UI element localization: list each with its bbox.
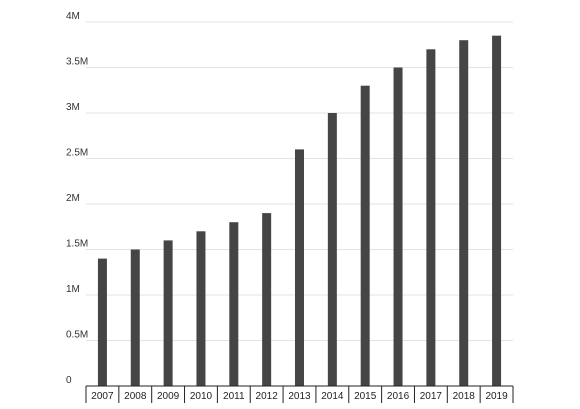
y-tick-label: 1M [66, 284, 80, 295]
x-tick-label: 2007 [91, 391, 114, 402]
bars [97, 35, 502, 387]
bar-2011 [229, 222, 239, 386]
bar-2018 [459, 40, 469, 386]
x-axis-labels: 2007 2008 2009 2010 2011 2012 2013 2014 2015 2016… [91, 391, 508, 402]
x-tick-label: 2013 [288, 391, 311, 402]
x-tick-label: 2012 [256, 391, 279, 402]
bar-2007 [97, 258, 107, 386]
bar-2008 [130, 249, 140, 386]
x-tick-label: 2011 [223, 391, 245, 402]
x-tick-label: 2009 [157, 391, 180, 402]
x-tick-label: 2014 [321, 391, 344, 402]
y-tick-label: 2M [66, 193, 80, 204]
x-axis [85, 385, 514, 403]
bar-2012 [262, 213, 272, 386]
x-tick-label: 2010 [190, 391, 213, 402]
bar-2009 [163, 240, 173, 386]
bar-2019 [492, 35, 502, 387]
bar-2014 [327, 113, 337, 386]
x-tick-label: 2008 [124, 391, 147, 402]
x-tick-label: 2015 [354, 391, 377, 402]
y-tick-label: 2.5M [66, 148, 88, 159]
bar-2016 [393, 67, 403, 386]
y-tick-label: 0.5M [66, 330, 88, 341]
bar-2017 [426, 49, 436, 387]
y-tick-label: 3M [66, 102, 80, 113]
y-tick-label: 3.5M [66, 57, 88, 68]
x-tick-label: 2019 [485, 391, 508, 402]
x-tick-label: 2016 [387, 391, 410, 402]
y-tick-label: 0 [66, 375, 72, 386]
bar-2013 [295, 149, 304, 386]
y-axis-labels: 0 0.5M 1M 1.5M 2M 2.5M 3M 3.5M 4M [66, 11, 88, 386]
x-tick-label: 2018 [453, 391, 476, 402]
y-tick-label: 4M [66, 11, 80, 22]
bar-2015 [360, 85, 370, 386]
y-tick-label: 1.5M [66, 239, 88, 250]
x-tick-label: 2017 [420, 391, 443, 402]
bar-2010 [196, 231, 206, 386]
